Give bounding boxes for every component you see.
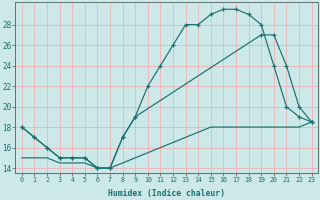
X-axis label: Humidex (Indice chaleur): Humidex (Indice chaleur): [108, 189, 225, 198]
